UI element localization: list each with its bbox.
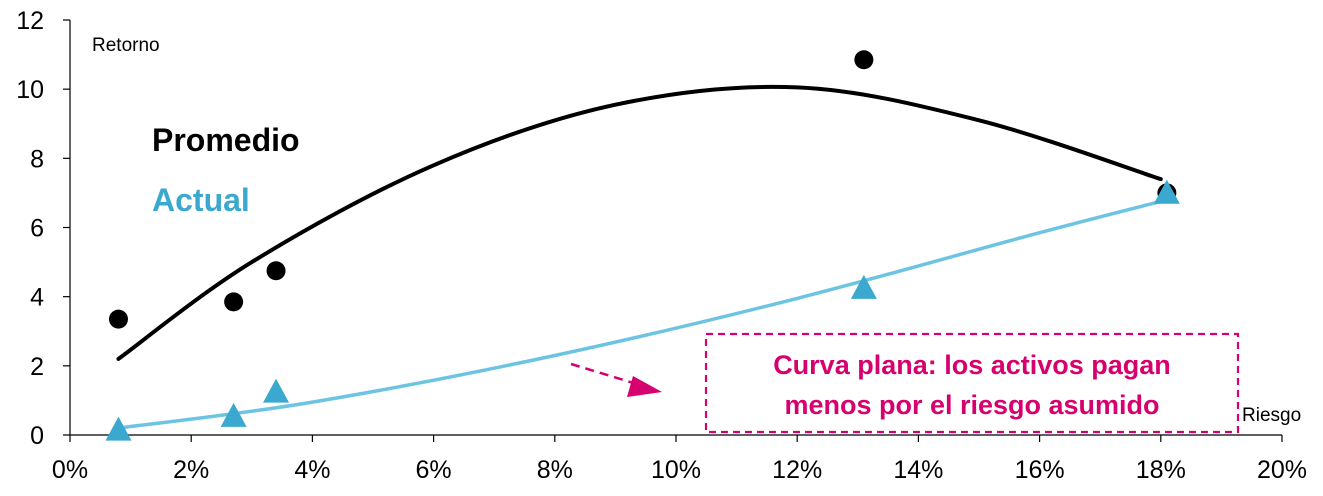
annotation-arrow xyxy=(570,362,641,387)
y-tick-label: 8 xyxy=(30,145,44,173)
x-tick-label: 2% xyxy=(173,456,209,484)
x-axis-title: Riesgo xyxy=(1242,405,1301,426)
annotation: Curva plana: los activos pagan menos por… xyxy=(570,332,1240,434)
y-ticks: 0 2 4 6 8 10 12 xyxy=(16,7,70,450)
data-point-promedio xyxy=(854,50,874,70)
x-tick-label: 14% xyxy=(893,456,943,484)
legend-item-promedio: Promedio xyxy=(152,122,300,158)
data-point-actual xyxy=(850,274,877,299)
data-point-actual xyxy=(263,378,290,403)
y-tick-label: 4 xyxy=(30,284,44,312)
annotation-arrowhead xyxy=(627,376,662,397)
annotation-box xyxy=(704,332,1240,434)
trend-line-actual xyxy=(116,198,1169,430)
trend-line-promedio xyxy=(116,84,1163,361)
y-tick-label: 0 xyxy=(30,422,44,450)
x-tick-label: 18% xyxy=(1136,456,1186,484)
x-tick-label: 20% xyxy=(1257,456,1307,484)
series-layer xyxy=(105,50,1180,441)
y-tick-label: 10 xyxy=(16,76,44,104)
x-tick-label: 0% xyxy=(52,456,88,484)
x-ticks: 0% 2% 4% 6% 8% 10% 12% 14% 16% 18% 20% xyxy=(52,435,1307,484)
annotation-line-1: Curva plana: los activos pagan xyxy=(773,350,1171,380)
data-point-promedio xyxy=(108,309,128,329)
data-point-actual xyxy=(220,402,247,427)
data-point-actual xyxy=(105,416,132,441)
x-tick-label: 8% xyxy=(537,456,573,484)
y-tick-label: 6 xyxy=(30,215,44,243)
data-point-actual xyxy=(1153,179,1180,204)
annotation-line-2: menos por el riesgo asumido xyxy=(784,390,1159,420)
y-axis-title: Retorno xyxy=(92,35,160,56)
y-tick-label: 2 xyxy=(30,353,44,381)
x-tick-label: 4% xyxy=(294,456,330,484)
x-tick-label: 6% xyxy=(416,456,452,484)
x-tick-label: 16% xyxy=(1015,456,1065,484)
data-point-promedio xyxy=(224,292,244,312)
y-tick-label: 12 xyxy=(16,7,44,35)
legend-item-actual: Actual xyxy=(152,182,250,218)
x-tick-label: 12% xyxy=(772,456,822,484)
x-tick-label: 10% xyxy=(651,456,701,484)
data-point-promedio xyxy=(266,261,286,281)
